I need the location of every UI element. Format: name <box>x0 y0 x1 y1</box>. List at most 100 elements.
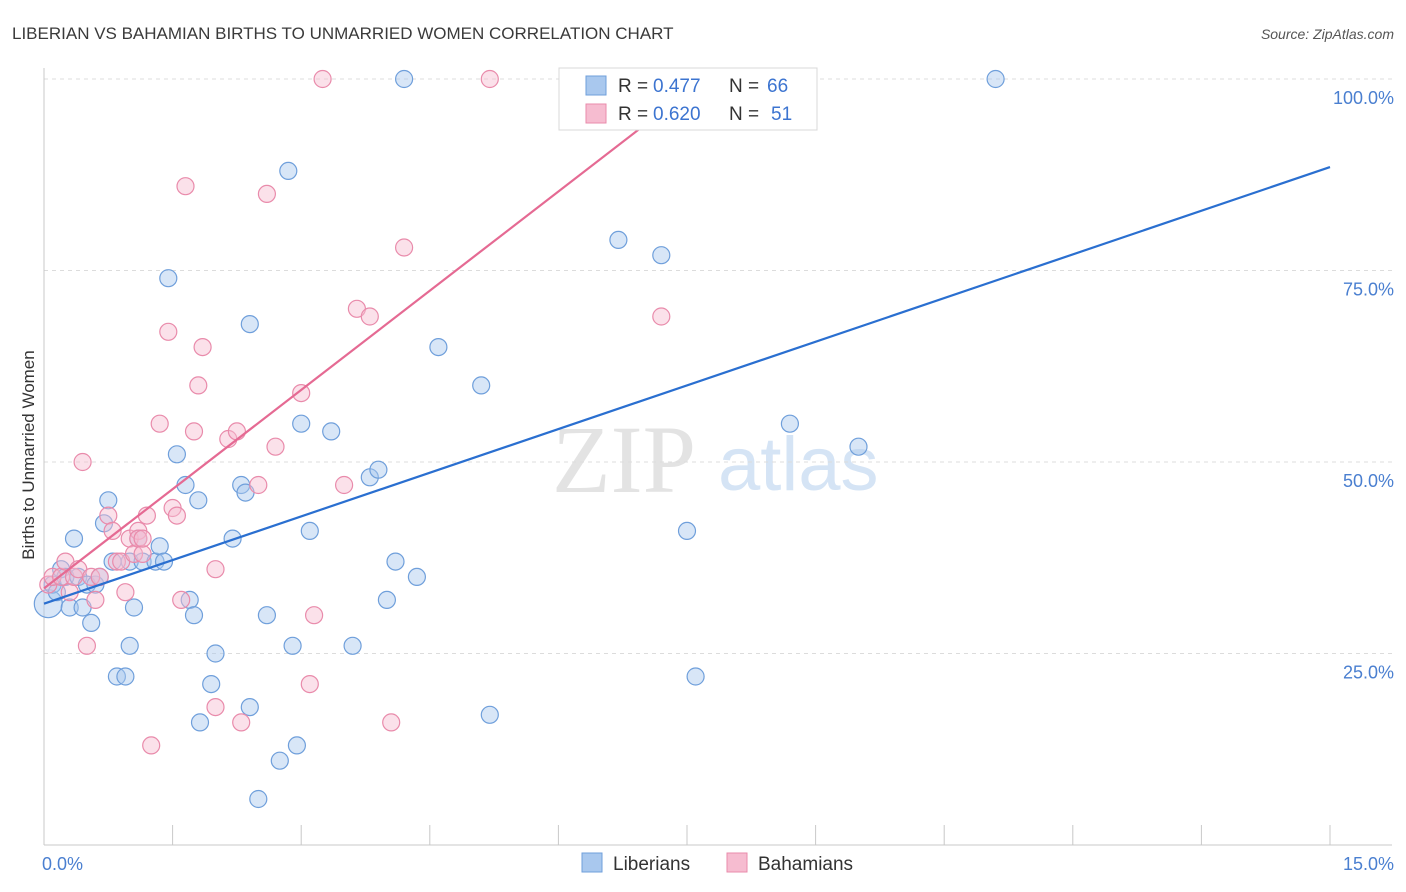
watermark-zip: ZIP <box>552 406 696 513</box>
point-bahamians-47 <box>382 713 401 732</box>
legend-top-r-value-liberians: 0.477 <box>653 76 701 97</box>
legend-top-n-value-bahamians: 51 <box>771 104 792 125</box>
point-liberians-40 <box>257 606 276 625</box>
point-bahamians-31 <box>189 376 208 395</box>
point-bahamians-7 <box>73 452 92 472</box>
point-liberians-37 <box>240 315 259 334</box>
legend-top-swatch-bahamians <box>585 103 607 124</box>
y-axis-label: Births to Unmarried Women <box>19 350 38 559</box>
point-bahamians-14 <box>107 552 127 571</box>
point-liberians-29 <box>184 606 204 625</box>
point-bahamians-49 <box>313 69 332 89</box>
point-bahamians-21 <box>133 544 152 564</box>
point-bahamians-33 <box>206 560 225 579</box>
point-bahamians-32 <box>193 338 212 357</box>
axes <box>43 68 1392 846</box>
point-bahamians-50 <box>480 69 499 89</box>
legend-bottom: Liberians Bahamians <box>581 852 853 875</box>
point-bahamians-27 <box>167 506 186 525</box>
legend-top-n-value-liberians: 66 <box>767 76 788 97</box>
point-bahamians-40 <box>266 437 285 456</box>
point-liberians-14 <box>99 491 118 510</box>
point-bahamians-8 <box>77 636 97 655</box>
legend-top: R = 0.477 N = 66 R = 0.620 N = 51 <box>558 67 818 131</box>
point-bahamians-53 <box>133 529 152 548</box>
grid <box>44 78 1392 654</box>
point-liberians-32 <box>202 674 221 694</box>
point-liberians-50 <box>369 460 388 479</box>
point-liberians-20 <box>124 598 144 617</box>
point-liberians-66 <box>159 269 178 288</box>
point-liberians-53 <box>407 567 426 587</box>
point-liberians-24 <box>150 537 169 556</box>
point-liberians-30 <box>189 491 208 510</box>
point-bahamians-28 <box>172 590 191 610</box>
point-liberians-33 <box>206 644 225 663</box>
legend-top-r-label-bahamians: R = <box>618 104 648 125</box>
point-bahamians-37 <box>232 713 251 732</box>
point-liberians-56 <box>480 705 499 724</box>
legend-bottom-label-bahamians: Bahamians <box>758 854 853 875</box>
point-liberians-45 <box>292 414 311 433</box>
point-bahamians-23 <box>142 736 161 755</box>
point-bahamians-30 <box>184 422 204 441</box>
point-liberians-38 <box>240 697 259 717</box>
point-bahamians-48 <box>395 238 414 257</box>
point-bahamians-34 <box>206 697 225 717</box>
point-bahamians-29 <box>176 177 195 196</box>
legend-top-swatch-liberians <box>585 75 607 96</box>
legend-bottom-swatch-liberians <box>581 852 603 873</box>
chart-title: LIBERIAN VS BAHAMIAN BIRTHS TO UNMARRIED… <box>12 24 674 43</box>
y-tick-label-75: 75.0% <box>1343 280 1394 300</box>
x-tick-label-max: 15.0% <box>1343 854 1394 874</box>
point-liberians-39 <box>249 789 268 809</box>
point-liberians-51 <box>377 590 396 610</box>
legend-top-r-label-liberians: R = <box>618 76 648 97</box>
point-liberians-26 <box>167 445 186 464</box>
watermark-atlas: atlas <box>718 422 879 507</box>
point-liberians-55 <box>472 376 491 395</box>
point-liberians-54 <box>429 338 448 357</box>
point-bahamians-13 <box>103 521 122 541</box>
trendline-liberians <box>43 166 1331 605</box>
ticks: 25.0% 50.0% 75.0% 100.0% <box>43 88 1394 845</box>
point-bahamians-36 <box>227 422 246 441</box>
legend-bottom-label-liberians: Liberians <box>613 854 690 875</box>
point-bahamians-46 <box>360 307 379 326</box>
point-bahamians-41 <box>292 384 311 403</box>
legend-top-n-label-liberians: N = <box>729 76 759 97</box>
point-liberians-46 <box>300 521 319 541</box>
point-liberians-10 <box>82 613 101 633</box>
point-liberians-44 <box>287 736 306 755</box>
point-liberians-59 <box>677 521 697 541</box>
point-liberians-60 <box>686 667 705 686</box>
point-liberians-31 <box>190 713 210 732</box>
point-liberians-5 <box>60 598 79 617</box>
point-liberians-43 <box>283 636 302 655</box>
trendlines <box>43 78 1331 605</box>
point-liberians-61 <box>780 414 800 433</box>
point-bahamians-43 <box>305 606 324 625</box>
point-liberians-42 <box>279 161 298 180</box>
point-liberians-41 <box>270 751 289 770</box>
point-bahamians-39 <box>257 184 276 203</box>
point-liberians-25 <box>154 552 174 571</box>
point-liberians-58 <box>652 246 671 265</box>
point-liberians-65 <box>986 69 1005 89</box>
legend-top-r-value-bahamians: 0.620 <box>653 104 701 125</box>
point-bahamians-16 <box>116 583 135 602</box>
point-bahamians-44 <box>335 475 354 495</box>
y-tick-label-25: 25.0% <box>1343 663 1394 683</box>
point-liberians-52 <box>386 552 405 571</box>
chart-source: Source: ZipAtlas.com <box>1261 26 1394 42</box>
legend-top-n-label-bahamians: N = <box>729 104 759 125</box>
y-tick-label-50: 50.0% <box>1343 471 1394 491</box>
point-bahamians-12 <box>99 506 118 525</box>
point-bahamians-24 <box>150 414 169 433</box>
point-bahamians-10 <box>86 590 105 610</box>
point-bahamians-38 <box>249 475 268 495</box>
point-bahamians-25 <box>159 322 178 341</box>
point-liberians-48 <box>343 636 362 655</box>
point-liberians-6 <box>64 529 84 548</box>
